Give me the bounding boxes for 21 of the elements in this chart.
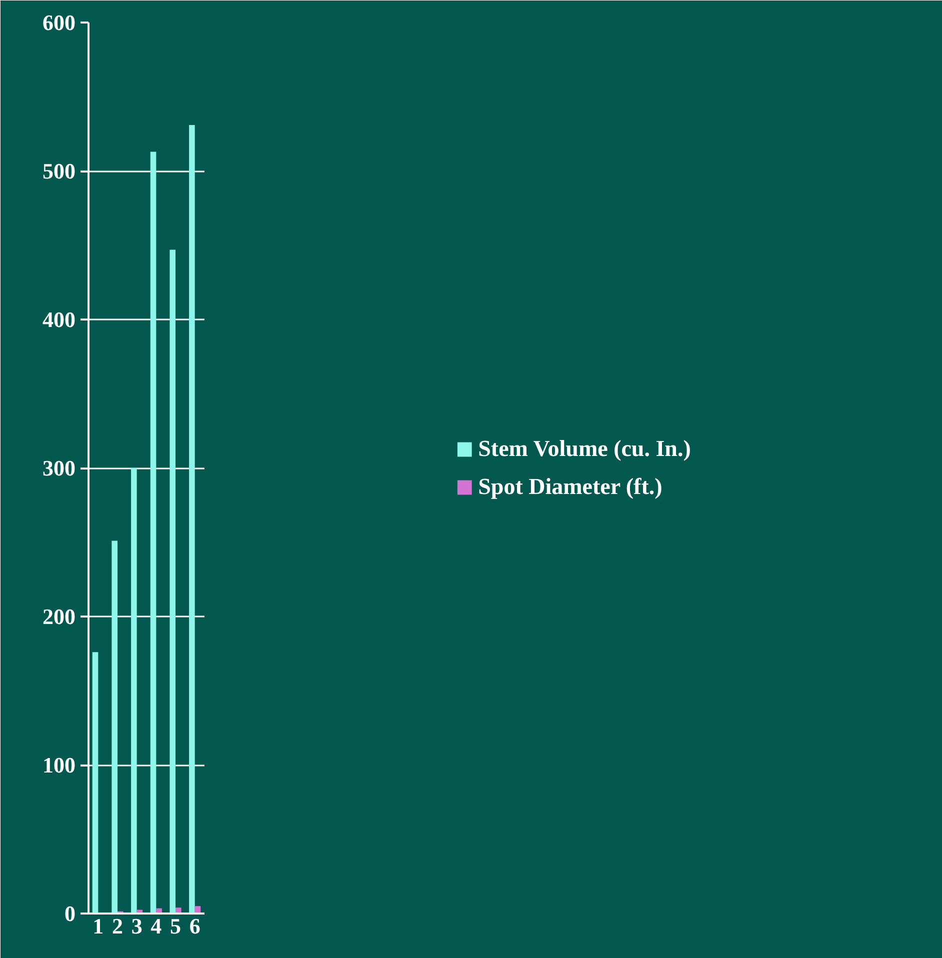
x-tick-label: 3 [131,914,142,938]
y-tick-label: 0 [64,901,76,926]
y-tick-label: 500 [42,158,76,184]
bar [92,652,98,914]
x-tick-label: 1 [92,914,104,938]
bar [131,468,137,914]
bar [189,124,195,914]
bar [112,540,118,914]
y-tick-label: 100 [42,752,76,778]
y-tick-label: 400 [42,307,76,332]
y-tick-label: 200 [42,604,76,629]
y-tick-label: 300 [42,456,76,480]
bar [150,152,156,914]
legend-label: Stem Volume (cu. In.) [478,436,691,462]
x-tick-label: 5 [170,914,181,938]
legend-label: Spot Diameter (ft.) [478,474,662,500]
x-tick-label: 2 [112,914,123,938]
x-tick-label: 4 [150,914,162,938]
bar [170,250,176,914]
y-tick-label: 600 [42,10,76,35]
x-tick-label: 6 [189,914,200,938]
